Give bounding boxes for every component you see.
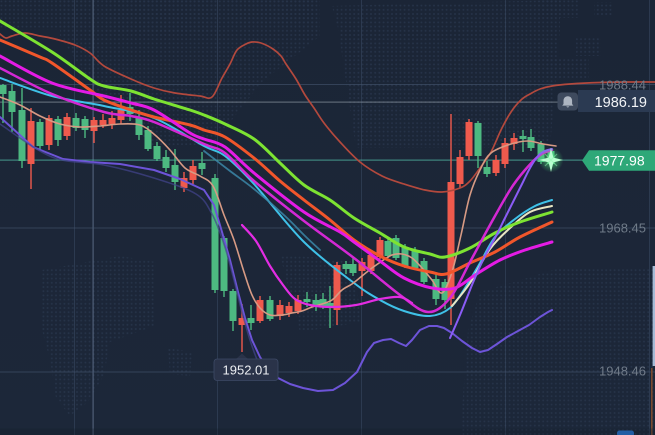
svg-text:1988.44: 1988.44	[599, 78, 646, 93]
svg-text:1986.19: 1986.19	[595, 95, 647, 111]
svg-text:1948.46: 1948.46	[599, 364, 646, 379]
svg-text:1977.98: 1977.98	[594, 153, 645, 169]
svg-text:1952.01: 1952.01	[223, 363, 270, 378]
svg-text:1968.45: 1968.45	[599, 221, 646, 236]
